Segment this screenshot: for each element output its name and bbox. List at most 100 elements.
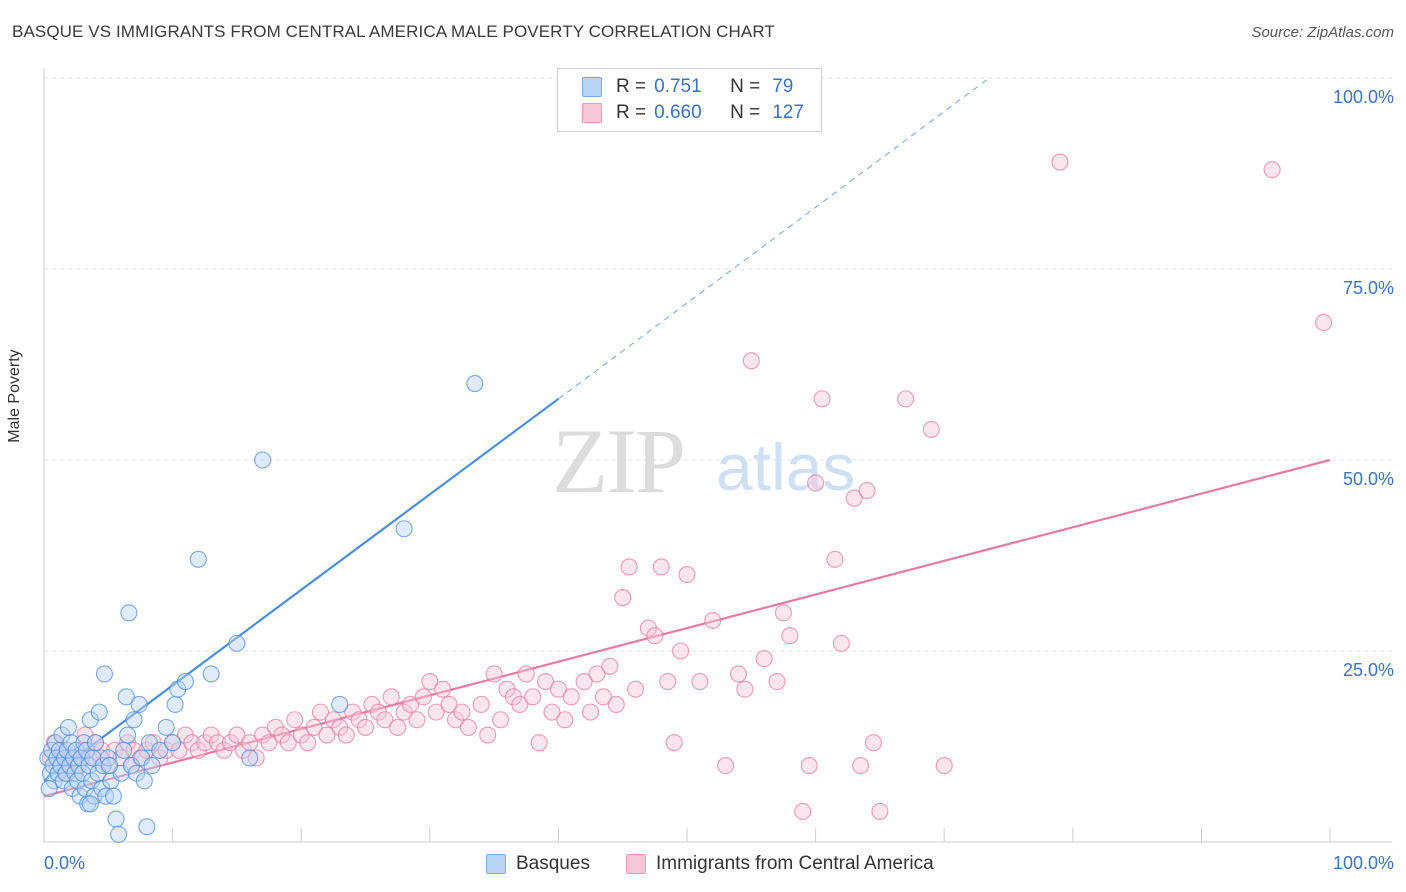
point-immigrants: [337, 726, 355, 744]
point-immigrants: [864, 734, 883, 752]
point-immigrants: [627, 680, 645, 698]
point-immigrants: [832, 634, 850, 652]
point-immigrants: [652, 558, 670, 576]
point-immigrants: [440, 695, 458, 714]
point-immigrants: [305, 718, 323, 736]
point-immigrants: [1051, 153, 1069, 171]
y-tick-25: 25.0%: [1342, 660, 1394, 680]
point-basques: [110, 825, 128, 843]
bottom-legend-swatch-basques: [486, 854, 506, 874]
point-immigrants: [562, 688, 580, 706]
point-basques: [101, 757, 119, 775]
point-immigrants: [672, 642, 690, 660]
point-basques: [331, 695, 349, 714]
point-immigrants: [491, 711, 510, 729]
point-immigrants: [601, 657, 619, 675]
watermark-zip: ZIP: [552, 410, 684, 512]
point-immigrants: [575, 673, 593, 691]
legend-n-value: 79: [772, 76, 794, 97]
point-basques: [135, 772, 153, 790]
point-basques: [119, 726, 137, 744]
trend-line-basques: [43, 397, 560, 782]
point-immigrants: [434, 680, 452, 698]
point-basques: [241, 749, 259, 767]
point-immigrants: [299, 734, 317, 752]
point-basques: [466, 375, 484, 393]
point-basques: [157, 718, 175, 736]
point-immigrants: [408, 711, 426, 729]
trend-extension-basques: [558, 77, 990, 400]
y-tick-100: 100.0%: [1332, 87, 1394, 107]
point-immigrants: [935, 757, 953, 775]
point-immigrants: [800, 757, 818, 775]
point-basques: [90, 703, 108, 721]
x-tick-100: 100.0%: [1332, 853, 1394, 873]
point-immigrants: [530, 734, 548, 752]
point-immigrants: [717, 757, 735, 775]
point-immigrants: [826, 550, 844, 568]
point-immigrants: [813, 390, 831, 408]
point-immigrants: [247, 749, 265, 767]
correlation-legend: R = 0.751 N = 79 R = 0.660 N = 127: [557, 68, 822, 132]
point-basques: [228, 634, 246, 652]
data-points: [39, 153, 1333, 843]
point-immigrants: [614, 588, 632, 607]
bottom-legend-immigrants: Immigrants from Central America: [626, 853, 934, 875]
point-basques: [59, 718, 77, 736]
legend-swatch-basques: [582, 77, 602, 97]
point-basques: [143, 757, 161, 775]
point-immigrants: [1315, 313, 1333, 332]
legend-swatch-immigrants: [582, 103, 602, 123]
point-basques: [395, 520, 413, 538]
point-immigrants: [421, 673, 439, 691]
point-basques: [107, 810, 125, 828]
point-immigrants: [858, 482, 876, 500]
point-basques: [254, 451, 272, 469]
point-basques: [86, 734, 104, 752]
bottom-legend-swatch-immigrants: [626, 854, 646, 874]
point-immigrants: [852, 757, 870, 775]
point-immigrants: [768, 673, 786, 691]
point-immigrants: [742, 352, 760, 370]
point-immigrants: [897, 390, 915, 408]
axes: [43, 68, 1392, 843]
source-credit: Source: ZipAtlas.com: [1251, 24, 1394, 41]
point-basques: [151, 741, 169, 759]
point-immigrants: [479, 726, 497, 744]
point-immigrants: [581, 703, 600, 721]
point-immigrants: [485, 665, 503, 683]
legend-n-label: N =: [730, 102, 761, 123]
point-immigrants: [241, 734, 259, 752]
point-immigrants: [382, 688, 400, 706]
point-basques: [176, 673, 195, 691]
point-basques: [189, 550, 207, 568]
point-immigrants: [588, 665, 606, 683]
point-basques: [138, 818, 156, 836]
point-immigrants: [459, 718, 477, 736]
chart-title: BASQUE VS IMMIGRANTS FROM CENTRAL AMERIC…: [12, 22, 775, 41]
point-immigrants: [774, 604, 793, 622]
x-tick-0: 0.0%: [44, 853, 86, 873]
point-immigrants: [543, 703, 561, 721]
legend-r-label: R =: [616, 76, 647, 97]
y-tick-75: 75.0%: [1342, 278, 1394, 298]
trend-line-immigrants: [43, 458, 1331, 798]
watermark: ZIP atlas: [552, 410, 855, 512]
legend-r-label: R =: [616, 102, 647, 123]
point-immigrants: [228, 726, 246, 744]
point-immigrants: [729, 665, 747, 683]
point-basques: [117, 688, 135, 706]
point-immigrants: [781, 627, 799, 645]
point-immigrants: [318, 726, 336, 744]
point-basques: [81, 795, 99, 813]
watermark-atlas: atlas: [716, 430, 855, 504]
legend-r-value: 0.751: [654, 76, 702, 97]
point-immigrants: [427, 703, 445, 721]
point-immigrants: [646, 627, 664, 645]
bottom-legend-label-immigrants: Immigrants from Central America: [656, 853, 934, 874]
point-basques: [95, 665, 113, 683]
point-immigrants: [755, 650, 773, 668]
point-basques: [40, 779, 58, 798]
point-immigrants: [279, 734, 297, 752]
